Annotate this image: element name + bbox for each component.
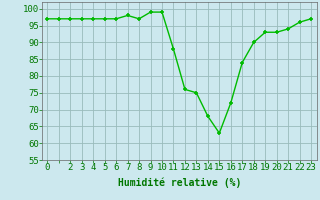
- X-axis label: Humidité relative (%): Humidité relative (%): [117, 177, 241, 188]
